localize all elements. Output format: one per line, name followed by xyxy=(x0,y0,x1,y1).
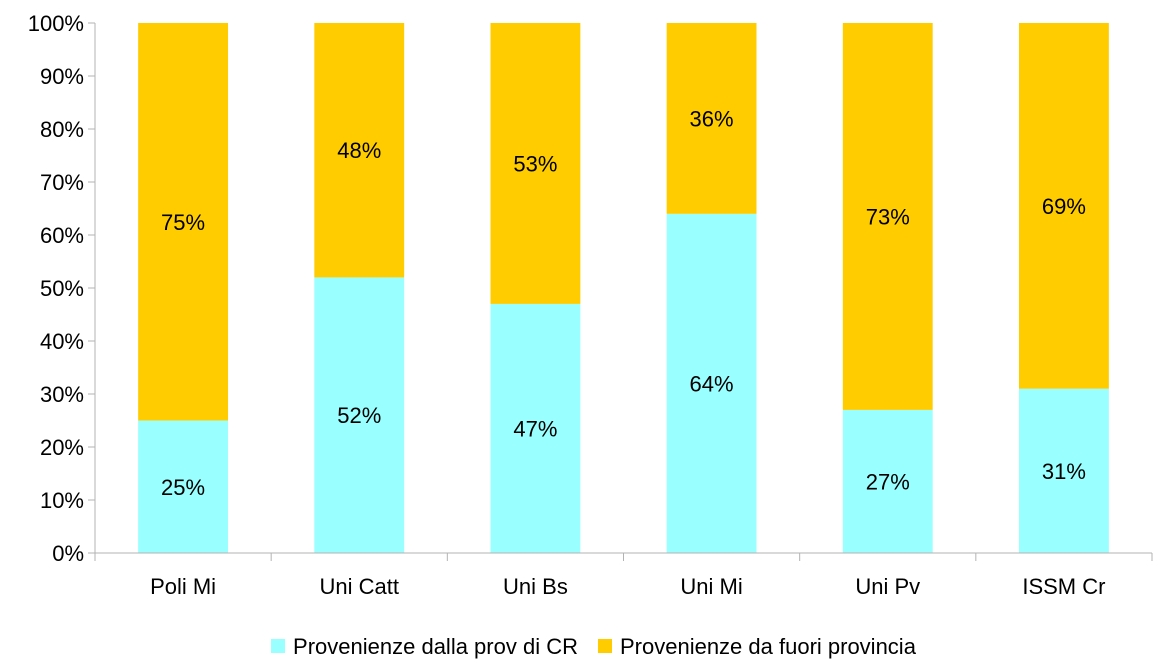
bar-segment-fuori-provincia xyxy=(490,23,581,304)
legend-swatch xyxy=(271,639,286,653)
bar-segment-fuori-provincia xyxy=(138,23,229,421)
x-axis: Poli Mi Uni Catt Uni Bs Uni Mi Uni Pv ISSM Cr xyxy=(94,552,1153,599)
y-tick-label: 70% xyxy=(40,170,84,195)
y-tick-label: 60% xyxy=(40,223,84,248)
bar-segment-prov-cr xyxy=(490,303,581,553)
legend: Provenienze dalla prov di CR Provenienze … xyxy=(271,634,917,659)
data-label: 36% xyxy=(690,106,734,131)
data-label: 31% xyxy=(1042,459,1086,484)
y-tick-label: 20% xyxy=(40,435,84,460)
x-category-label: Uni Pv xyxy=(855,574,920,599)
data-label: 64% xyxy=(690,371,734,396)
y-axis: 0% 10% 20% 30% 40% 50% 60% 70% 80% 90% 100% xyxy=(28,11,96,566)
data-label: 25% xyxy=(161,475,205,500)
data-label: 73% xyxy=(866,204,910,229)
bar-segment-fuori-provincia xyxy=(1018,23,1109,389)
legend-label: Provenienze da fuori provincia xyxy=(620,634,917,659)
plot-area: 25% 75% 52% 48% 47% 53% 64% 36% 27% 73% 31% 69% xyxy=(138,23,1109,554)
data-label: 48% xyxy=(337,138,381,163)
x-category-label: Uni Bs xyxy=(503,574,568,599)
x-category-label: Uni Mi xyxy=(680,574,742,599)
bar-segment-fuori-provincia xyxy=(314,23,405,278)
data-label: 27% xyxy=(866,469,910,494)
bar-segment-fuori-provincia xyxy=(842,23,933,410)
legend-item: Provenienze dalla prov di CR xyxy=(271,634,578,659)
bar-segment-fuori-provincia xyxy=(666,23,757,214)
data-label: 47% xyxy=(513,416,557,441)
data-label: 75% xyxy=(161,210,205,235)
data-label: 52% xyxy=(337,403,381,428)
bar-segment-prov-cr xyxy=(314,277,405,553)
y-tick-label: 30% xyxy=(40,382,84,407)
y-tick-label: 40% xyxy=(40,329,84,354)
y-tick-label: 10% xyxy=(40,488,84,513)
y-tick-label: 80% xyxy=(40,117,84,142)
y-tick-label: 100% xyxy=(28,11,84,36)
legend-item: Provenienze da fuori provincia xyxy=(597,634,917,659)
data-label: 69% xyxy=(1042,194,1086,219)
data-label: 53% xyxy=(513,151,557,176)
y-tick-label: 0% xyxy=(52,541,84,566)
x-category-label: Uni Catt xyxy=(320,574,399,599)
bar-segment-prov-cr xyxy=(842,409,933,553)
y-tick-label: 50% xyxy=(40,276,84,301)
legend-label: Provenienze dalla prov di CR xyxy=(293,634,578,659)
x-category-label: Poli Mi xyxy=(150,574,216,599)
bar-segment-prov-cr xyxy=(666,213,757,554)
bar-segment-prov-cr xyxy=(1018,388,1109,553)
x-category-label: ISSM Cr xyxy=(1022,574,1105,599)
legend-swatch xyxy=(597,639,612,653)
bar-segment-prov-cr xyxy=(138,420,229,553)
y-tick-label: 90% xyxy=(40,64,84,89)
